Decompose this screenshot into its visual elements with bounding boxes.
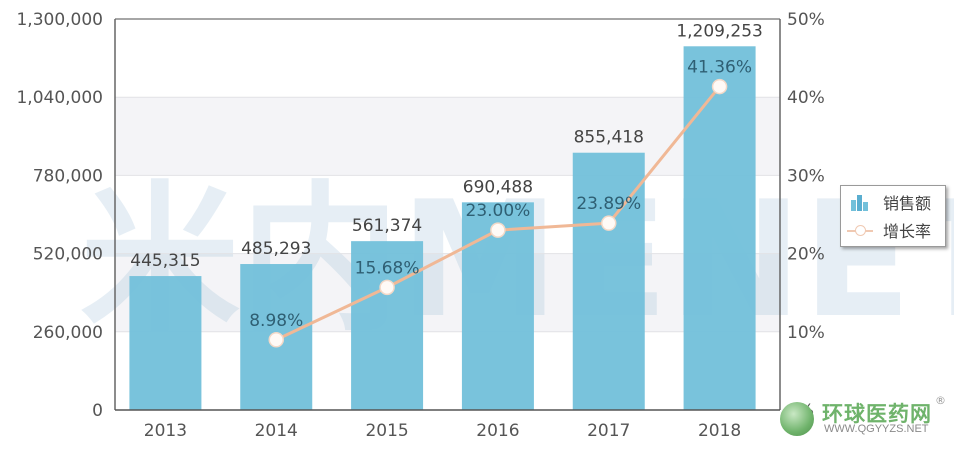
bar-2013 — [129, 276, 202, 410]
growth-labels: 8.98% 15.68% 23.00% 23.89% 41.36% — [249, 58, 752, 331]
growth-point-2016 — [490, 222, 506, 238]
left-tick-label: 780,000 — [33, 166, 103, 186]
line-marker-icon — [847, 220, 877, 240]
x-tick-label: 2014 — [255, 421, 298, 441]
left-tick-label: 520,000 — [33, 245, 103, 265]
legend-label-growth: 增长率 — [883, 222, 932, 241]
left-tick-label: 0 — [92, 401, 103, 421]
growth-value-label: 8.98% — [249, 311, 303, 331]
plot-bands — [115, 97, 780, 332]
growth-point-2015 — [379, 279, 395, 296]
left-tick-label: 260,000 — [33, 323, 103, 343]
axes — [114, 18, 781, 411]
right-tick-label: 10% — [787, 323, 825, 343]
site-logo: 环球医药网 ® WWW.QGYYZS.NET — [778, 394, 954, 440]
bar-labels: 445,315 485,293 561,374 690,488 855,418 1,209… — [130, 21, 763, 271]
growth-value-label: 41.36% — [687, 58, 752, 78]
right-tick-label: 50% — [787, 10, 825, 30]
x-tick-label: 2017 — [587, 421, 630, 441]
x-axis-ticks: 2013 2014 2015 2016 2017 2018 — [144, 421, 741, 441]
globe-icon — [780, 402, 814, 436]
x-tick-label: 2016 — [476, 421, 519, 441]
legend: 销售额 增长率 — [840, 185, 946, 247]
bar-value-label: 485,293 — [241, 239, 311, 259]
bar-value-label: 561,374 — [352, 216, 422, 236]
logo-name: 环球医药网 — [822, 402, 932, 426]
right-tick-label: 30% — [787, 166, 825, 186]
right-tick-label: 40% — [787, 88, 825, 108]
legend-item-sales[interactable]: 销售额 — [841, 189, 945, 215]
registered-mark: ® — [935, 394, 946, 407]
bar-value-label: 690,488 — [463, 177, 533, 197]
bar-value-label: 445,315 — [130, 251, 200, 271]
plot-band — [115, 97, 780, 176]
legend-label-sales: 销售额 — [883, 194, 932, 213]
bar-value-label: 1,209,253 — [676, 21, 763, 41]
growth-value-label: 15.68% — [355, 258, 420, 278]
right-tick-label: 20% — [787, 245, 825, 265]
x-tick-label: 2018 — [698, 421, 741, 441]
x-tick-label: 2013 — [144, 421, 187, 441]
growth-point-2014 — [268, 332, 284, 348]
growth-value-label: 23.00% — [466, 201, 531, 221]
legend-item-growth[interactable]: 增长率 — [841, 217, 945, 243]
x-tick-label: 2015 — [365, 421, 408, 441]
growth-point-2018 — [711, 78, 728, 95]
plot-band — [115, 253, 780, 332]
bar-value-label: 855,418 — [574, 128, 644, 148]
left-axis-ticks: 0 260,000 520,000 780,000 1,040,000 1,300,000 — [16, 10, 103, 421]
left-tick-label: 1,040,000 — [16, 88, 103, 108]
logo-url: WWW.QGYYZS.NET — [824, 423, 929, 435]
bar-2015 — [351, 241, 424, 410]
bar-2018 — [683, 46, 756, 410]
growth-line — [268, 78, 728, 348]
growth-point-2017 — [601, 215, 617, 231]
growth-value-label: 23.89% — [576, 194, 641, 214]
gridlines — [115, 96, 780, 333]
bar-chart-icon — [847, 192, 877, 212]
left-tick-label: 1,300,000 — [16, 10, 103, 30]
